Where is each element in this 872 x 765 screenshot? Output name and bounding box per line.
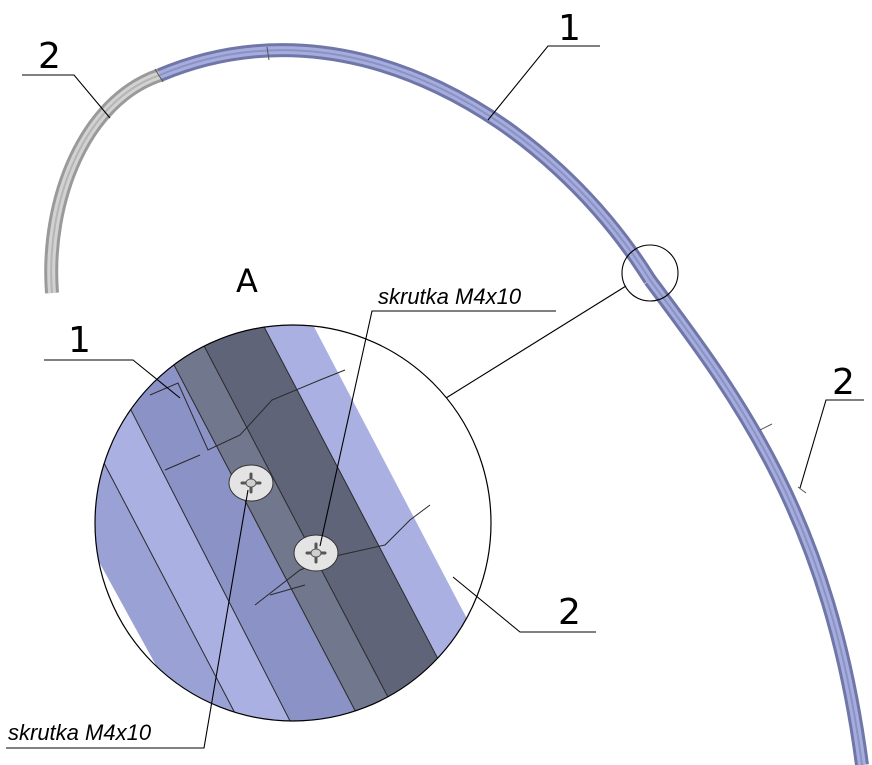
callout-detail-part-2: 2 [452, 576, 596, 633]
svg-text:skrutka M4x10: skrutka M4x10 [8, 720, 152, 745]
callout-detail-part-1: 1 [44, 320, 181, 399]
callout-screw-top: skrutka M4x10 [319, 284, 556, 547]
svg-text:2: 2 [38, 36, 61, 77]
arc-profile [44, 43, 869, 765]
svg-text:skrutka M4x10: skrutka M4x10 [378, 284, 522, 309]
profile-part-1 [157, 43, 656, 284]
callout-part-1-top: 1 [487, 8, 600, 121]
callout-part-2-top-left: 2 [22, 36, 111, 119]
detail-a-view [94, 324, 492, 722]
svg-text:2: 2 [558, 592, 581, 633]
callout-screw-bottom: skrutka M4x10 [6, 489, 249, 749]
detail-letter: A [236, 262, 258, 300]
phillips-screw-icon [293, 534, 339, 572]
phillips-screw-icon [228, 464, 274, 502]
callout-part-2-right: 2 [799, 362, 864, 489]
detail-leader-line [445, 285, 627, 399]
svg-text:1: 1 [68, 320, 91, 361]
svg-text:2: 2 [832, 362, 855, 403]
detail-circle-icon [621, 244, 679, 302]
profile-part-2-right [644, 275, 869, 765]
svg-text:1: 1 [558, 8, 581, 49]
